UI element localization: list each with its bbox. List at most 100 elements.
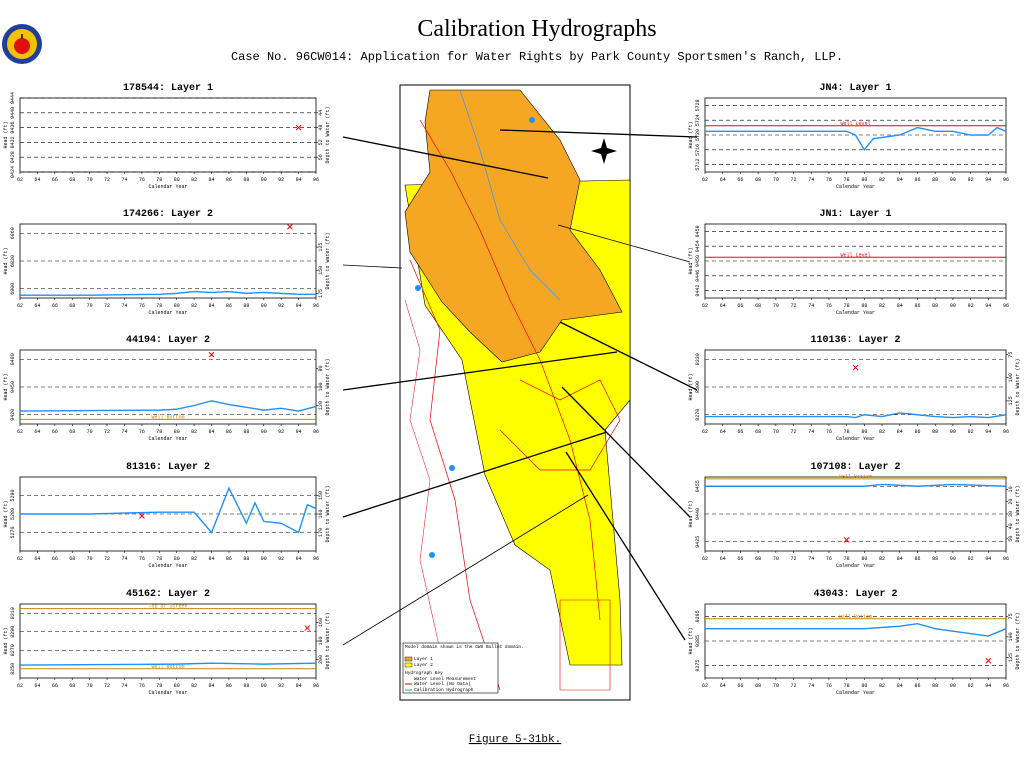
y-tick-label: 5724 — [695, 114, 701, 126]
x-tick-label: 86 — [226, 177, 232, 183]
x-tick-label: 92 — [278, 429, 284, 435]
y-axis-label: Head (ft) — [688, 247, 694, 274]
x-tick-label: 74 — [808, 303, 814, 309]
hydrograph: 174266: Layer 2 6800 6830 6860 Head (ft) 125 1… — [3, 209, 331, 316]
x-tick-label: 78 — [156, 177, 162, 183]
y2-tick-label: 30 — [1008, 511, 1014, 517]
x-tick-label: 66 — [52, 556, 58, 562]
x-tick-label: 70 — [87, 177, 93, 183]
x-tick-label: 92 — [968, 683, 974, 689]
x-tick-label: 86 — [226, 303, 232, 309]
x-tick-label: 72 — [104, 303, 110, 309]
y2-tick-label: 52 — [318, 139, 324, 145]
y-tick-label: 9424 — [10, 166, 16, 178]
calibration-line — [705, 126, 1007, 152]
x-tick-label: 88 — [932, 429, 938, 435]
x-tick-label: 76 — [826, 303, 832, 309]
x-tick-label: 72 — [791, 429, 797, 435]
x-tick-label: 76 — [139, 683, 145, 689]
x-tick-label: 90 — [950, 429, 956, 435]
x-tick-label: 78 — [844, 556, 850, 562]
x-tick-label: 72 — [791, 556, 797, 562]
y-tick-label: 6860 — [10, 227, 16, 239]
y-tick-label: 8250 — [10, 663, 16, 675]
x-tick-label: 62 — [17, 177, 23, 183]
x-tick-label: 86 — [226, 429, 232, 435]
x-tick-label: 74 — [121, 303, 127, 309]
x-tick-label: 96 — [313, 177, 319, 183]
x-tick-label: 96 — [313, 429, 319, 435]
x-tick-label: 62 — [702, 303, 708, 309]
x-tick-label: 74 — [121, 429, 127, 435]
x-tick-label: 76 — [139, 556, 145, 562]
x-tick-label: 96 — [1003, 429, 1009, 435]
x-tick-label: 76 — [826, 177, 832, 183]
x-tick-label: 76 — [139, 429, 145, 435]
y2-axis-label: Depth to Water (ft) — [1015, 485, 1021, 542]
legend-text: Calibration Hydrograph — [414, 687, 474, 693]
chart-title: 44194: Layer 2 — [126, 335, 210, 346]
y2-axis-label: Depth to Water (ft) — [1015, 612, 1021, 669]
x-tick-label: 66 — [737, 683, 743, 689]
y-tick-label: 9446 — [695, 270, 701, 282]
x-tick-label: 62 — [17, 683, 23, 689]
leader-lines — [342, 129, 698, 646]
x-tick-label: 84 — [897, 683, 903, 689]
x-tick-label: 66 — [52, 177, 58, 183]
x-axis-label: Calendar Year — [148, 563, 187, 569]
x-tick-label: 82 — [879, 429, 885, 435]
x-tick-label: 84 — [209, 303, 215, 309]
x-tick-label: 76 — [826, 683, 832, 689]
x-tick-label: 84 — [897, 177, 903, 183]
x-tick-label: 82 — [879, 303, 885, 309]
x-tick-label: 92 — [968, 303, 974, 309]
x-tick-label: 68 — [755, 429, 761, 435]
x-tick-label: 90 — [261, 303, 267, 309]
y-tick-label: 9425 — [695, 536, 701, 548]
x-tick-label: 96 — [313, 683, 319, 689]
calibration-line — [19, 662, 317, 666]
chart-title: 81316: Layer 2 — [126, 462, 210, 473]
x-tick-label: 70 — [773, 303, 779, 309]
y-tick-label: 5270 — [10, 526, 16, 538]
page-title: Calibration Hydrographs — [417, 16, 656, 42]
x-tick-label: 68 — [69, 429, 75, 435]
y-tick-label: 5716 — [695, 144, 701, 156]
y-tick-label: 5280 — [10, 508, 16, 520]
x-tick-label: 84 — [209, 683, 215, 689]
x-tick-label: 64 — [34, 429, 40, 435]
x-tick-label: 80 — [174, 556, 180, 562]
x-tick-label: 86 — [914, 303, 920, 309]
x-tick-label: 94 — [296, 303, 302, 309]
legend-text: Layer 2 — [414, 662, 433, 668]
measurement-marker — [304, 625, 311, 631]
x-tick-label: 82 — [879, 683, 885, 689]
reference-label: Well Bottom — [151, 664, 184, 670]
x-tick-label: 76 — [826, 429, 832, 435]
x-tick-label: 96 — [313, 556, 319, 562]
x-tick-label: 90 — [261, 429, 267, 435]
x-tick-label: 82 — [191, 683, 197, 689]
y2-tick-label: 120 — [318, 401, 324, 410]
y2-axis-label: Depth to Water (ft) — [325, 232, 331, 289]
caption: Figure 5-31bk. — [469, 734, 561, 746]
y2-tick-label: 80 — [318, 365, 324, 371]
y-tick-label: 9480 — [10, 353, 16, 365]
y2-tick-label: 150 — [318, 266, 324, 275]
x-tick-label: 92 — [278, 683, 284, 689]
x-tick-label: 70 — [87, 683, 93, 689]
x-tick-label: 92 — [968, 177, 974, 183]
page-subtitle: Case No. 96CW014: Application for Water … — [231, 50, 843, 64]
x-tick-label: 62 — [702, 683, 708, 689]
x-tick-label: 64 — [34, 303, 40, 309]
y-tick-label: 9428 — [10, 151, 16, 163]
x-tick-label: 90 — [261, 177, 267, 183]
y-tick-label: 9444 — [10, 92, 16, 104]
y2-tick-label: 100 — [1008, 373, 1014, 382]
x-tick-label: 66 — [737, 556, 743, 562]
y2-tick-label: 50 — [1008, 536, 1014, 542]
legend-text: Hydrograph Key — [405, 670, 443, 676]
chart-title: 178544: Layer 1 — [123, 83, 213, 94]
